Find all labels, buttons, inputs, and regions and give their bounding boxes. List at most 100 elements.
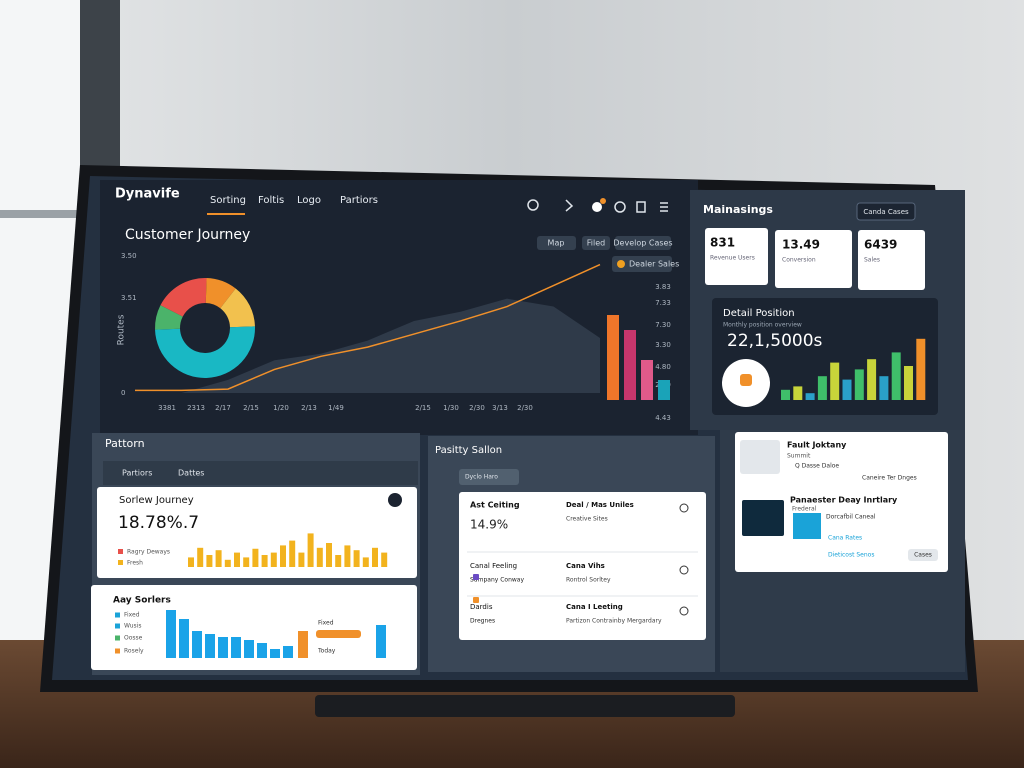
metric-value: 13.49 [782, 238, 820, 252]
brand: Dynavife [115, 187, 180, 202]
row-icon [473, 574, 479, 580]
card-title: Sorlew Journey [119, 495, 194, 506]
bar [270, 552, 277, 567]
tag [316, 630, 361, 638]
card-value: 18.78%.7 [118, 513, 199, 533]
item-sub: Summit [787, 453, 811, 460]
item-sub: Frederal [792, 506, 817, 513]
bar [854, 369, 864, 400]
bar [289, 540, 296, 567]
card-title: Aay Sorlers [113, 596, 171, 606]
card-menu[interactable] [388, 493, 402, 507]
legend-label: Fixed [124, 612, 140, 619]
settings-icon[interactable] [614, 201, 626, 213]
button-label: Filed [587, 239, 605, 248]
doc-icon[interactable] [636, 201, 646, 213]
bar [805, 393, 815, 400]
menu-icon[interactable] [660, 202, 668, 212]
row-sub: Partizon Contrainby Mergardary [566, 618, 662, 625]
bar [641, 360, 653, 400]
metric-value: 831 [710, 236, 735, 250]
bar [298, 631, 308, 658]
search-row [103, 461, 418, 485]
bar [270, 649, 280, 658]
bar [231, 637, 241, 658]
legend-label: Ragry Deways [127, 549, 170, 556]
button[interactable] [537, 236, 576, 250]
bar [335, 555, 342, 567]
bar [283, 646, 293, 658]
line [135, 263, 601, 392]
item-title: Fault Joktany [787, 441, 847, 450]
donut-slice [155, 305, 183, 330]
thumbnail [742, 500, 784, 536]
bar [781, 389, 790, 400]
metric-label: Sales [864, 257, 880, 264]
card-title: Detail Position [723, 308, 795, 319]
bar [244, 640, 254, 658]
button[interactable] [582, 236, 610, 250]
keyboard [315, 695, 735, 717]
bar [280, 545, 286, 567]
button[interactable] [856, 202, 916, 221]
bar [879, 376, 889, 400]
area [135, 298, 600, 393]
bar [624, 330, 636, 400]
nav-item: Logo [297, 195, 321, 206]
tag-label: Q Dasse Daloe [795, 463, 839, 470]
y-tick-label: 4.43 [655, 414, 671, 422]
legend-box [612, 256, 672, 272]
bar [372, 547, 378, 567]
chip[interactable] [459, 469, 519, 485]
bar [257, 643, 267, 658]
x-tick-label: 2/30 [469, 404, 485, 412]
row-value: 14.9% [470, 518, 508, 532]
button-label: Canda Cases [863, 208, 909, 216]
bar [916, 338, 926, 400]
bar [252, 548, 259, 567]
metric-card [775, 230, 852, 288]
bar [188, 557, 194, 567]
profile-icon[interactable] [592, 202, 602, 212]
row-icon [679, 565, 689, 575]
notification-dot [600, 198, 606, 204]
row-title: Canal Feeling [470, 562, 517, 570]
row-title: Ast Ceiting [470, 501, 520, 510]
bar [607, 315, 619, 400]
x-tick-label: 1/49 [328, 404, 344, 412]
bar [192, 631, 202, 658]
panel-title: Pattorn [105, 437, 145, 450]
tab: Dattes [178, 469, 204, 478]
legend-swatch [115, 635, 120, 641]
bar [842, 379, 852, 400]
row-title: Cana I Leeting [566, 603, 623, 611]
y-tick-label: 3.50 [121, 252, 137, 260]
bar [298, 552, 305, 567]
thumbnail [740, 440, 780, 474]
nav-item: Sorting [210, 195, 246, 206]
bar [830, 362, 840, 400]
bar [206, 555, 213, 567]
y-tick-label: 3.30 [655, 341, 671, 349]
legend-label: Wusis [124, 623, 141, 630]
share-icon[interactable] [565, 199, 574, 212]
button[interactable] [615, 236, 671, 250]
chip-label: Dyclo Haro [465, 474, 498, 481]
badge-icon [740, 374, 752, 386]
x-tick-label: 2/13 [301, 404, 317, 412]
search-icon[interactable] [527, 199, 539, 211]
x-tick-label: 1/20 [273, 404, 289, 412]
donut-slice [220, 288, 255, 328]
nav-item: Partiors [340, 195, 378, 206]
x-tick-label: 2/17 [215, 404, 231, 412]
button[interactable] [908, 549, 938, 561]
metric-card [705, 228, 768, 285]
axis-title: Routes [117, 314, 127, 345]
metric-value: 6439 [864, 238, 897, 252]
y-tick-label: 3.83 [655, 283, 671, 291]
donut-slice [155, 326, 255, 378]
bar [362, 557, 369, 567]
row-icon [473, 597, 479, 603]
